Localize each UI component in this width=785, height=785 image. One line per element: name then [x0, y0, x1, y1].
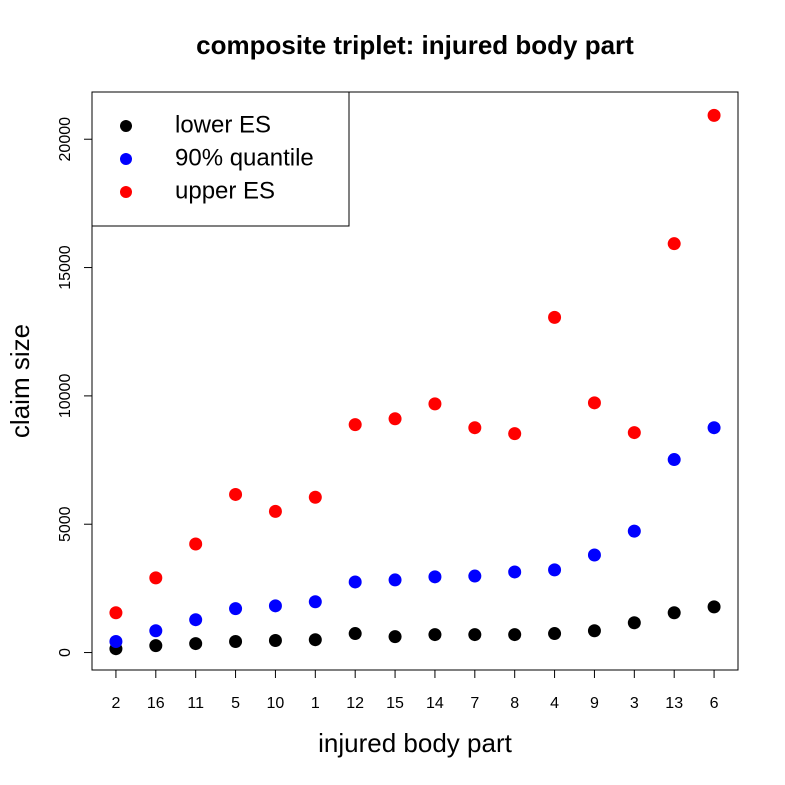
point: [428, 570, 442, 584]
x-tick-label: 8: [510, 695, 519, 712]
y-tick-label: 0: [57, 648, 74, 657]
legend-label: upper ES: [175, 177, 275, 204]
point: [587, 396, 601, 410]
x-tick-label: 6: [710, 695, 719, 712]
point: [508, 427, 522, 441]
point: [548, 310, 562, 324]
x-tick-label: 14: [426, 695, 444, 712]
point: [229, 635, 243, 649]
point: [308, 633, 322, 647]
x-tick-label: 2: [111, 695, 120, 712]
point: [388, 630, 402, 644]
point: [667, 237, 681, 251]
x-tick-label: 9: [590, 695, 599, 712]
y-tick-label: 10000: [57, 374, 74, 419]
x-tick-label: 13: [665, 695, 683, 712]
x-tick-label: 16: [147, 695, 165, 712]
x-tick-label: 11: [187, 695, 204, 712]
plot-frame: [91, 91, 739, 671]
point: [428, 628, 442, 642]
point: [388, 573, 402, 587]
point: [189, 613, 203, 627]
point: [229, 487, 243, 501]
y-axis-label: claim size: [5, 324, 35, 438]
y-tick-label: 5000: [57, 506, 74, 542]
legend-marker: [120, 120, 132, 132]
point: [548, 627, 562, 641]
y-tick-label: 15000: [57, 245, 74, 290]
x-tick-label: 4: [550, 695, 559, 712]
point: [268, 504, 282, 518]
point: [587, 548, 601, 562]
point: [587, 624, 601, 638]
point: [428, 397, 442, 411]
x-tick-label: 15: [386, 695, 404, 712]
point: [189, 537, 203, 551]
point: [667, 453, 681, 467]
x-tick-label: 10: [267, 695, 285, 712]
x-tick-label: 5: [231, 695, 240, 712]
point: [229, 602, 243, 616]
point: [149, 571, 163, 585]
point: [268, 633, 282, 647]
point: [348, 418, 362, 432]
x-tick-label: 1: [311, 695, 320, 712]
point: [308, 595, 322, 609]
point: [268, 599, 282, 613]
legend-label: 90% quantile: [175, 144, 314, 171]
point: [627, 616, 641, 630]
point: [548, 563, 562, 577]
point: [508, 565, 522, 579]
legend-box: [91, 91, 350, 227]
point: [308, 490, 322, 504]
point: [109, 635, 123, 649]
legend-marker: [120, 186, 132, 198]
point: [707, 421, 721, 435]
point: [707, 108, 721, 122]
point: [627, 524, 641, 538]
x-tick-label: 7: [470, 695, 479, 712]
point: [667, 606, 681, 620]
point: [468, 569, 482, 583]
point: [348, 575, 362, 589]
point: [149, 639, 163, 653]
point: [468, 421, 482, 435]
x-axis-label: injured body part: [318, 728, 512, 758]
x-tick-label: 3: [630, 695, 639, 712]
chart-title: composite triplet: injured body part: [196, 30, 634, 60]
legend-marker: [120, 153, 132, 165]
point: [508, 628, 522, 642]
point: [189, 637, 203, 651]
point: [149, 624, 163, 638]
point: [109, 606, 123, 620]
point: [627, 426, 641, 440]
point: [707, 600, 721, 614]
legend-label: lower ES: [175, 111, 271, 138]
x-tick-label: 12: [346, 695, 364, 712]
y-tick-label: 20000: [57, 117, 74, 162]
point: [388, 412, 402, 426]
point: [348, 627, 362, 641]
point: [468, 628, 482, 642]
